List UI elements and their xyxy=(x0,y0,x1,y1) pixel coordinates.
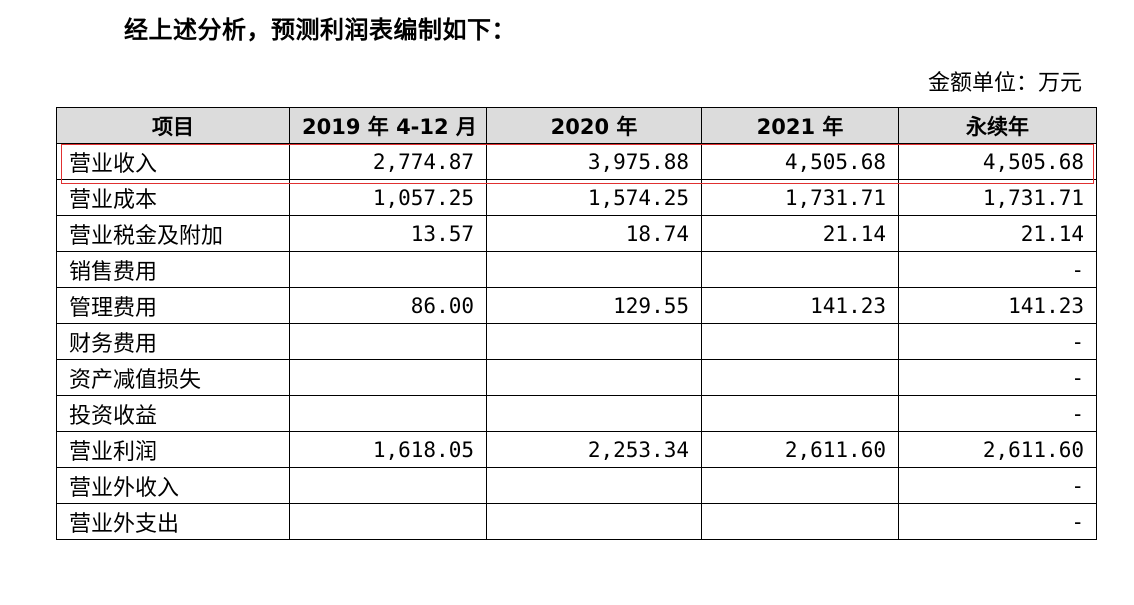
cell-value xyxy=(289,503,487,540)
cell-value xyxy=(486,503,702,540)
table-row: 营业外支出 - xyxy=(56,503,1097,540)
cell-value: 129.55 xyxy=(486,287,702,324)
cell-value: 2,611.60 xyxy=(701,431,899,468)
cell-value xyxy=(486,467,702,504)
cell-value: 2,611.60 xyxy=(898,431,1097,468)
header-2019: 2019 年 4-12 月 xyxy=(289,107,487,144)
table-row: 营业收入 2,774.87 3,975.88 4,505.68 4,505.68 xyxy=(56,143,1097,180)
row-label: 营业税金及附加 xyxy=(56,215,290,252)
income-statement-table: 项目 2019 年 4-12 月 2020 年 2021 年 永续年 营业收入 … xyxy=(56,107,1097,540)
cell-value: - xyxy=(898,503,1097,540)
cell-value: 1,731.71 xyxy=(701,179,899,216)
header-2020: 2020 年 xyxy=(486,107,702,144)
cell-value xyxy=(701,359,899,396)
cell-value xyxy=(486,251,702,288)
row-label: 资产减值损失 xyxy=(56,359,290,396)
cell-value: 1,618.05 xyxy=(289,431,487,468)
cell-value: 2,253.34 xyxy=(486,431,702,468)
header-2021: 2021 年 xyxy=(701,107,899,144)
cell-value: - xyxy=(898,395,1097,432)
cell-value: 21.14 xyxy=(701,215,899,252)
cell-value: - xyxy=(898,251,1097,288)
cell-value: 1,731.71 xyxy=(898,179,1097,216)
cell-value: 141.23 xyxy=(898,287,1097,324)
cell-value xyxy=(701,395,899,432)
table-row: 投资收益 - xyxy=(56,395,1097,432)
cell-value: 18.74 xyxy=(486,215,702,252)
cell-value: 141.23 xyxy=(701,287,899,324)
cell-value: - xyxy=(898,323,1097,360)
cell-value xyxy=(486,323,702,360)
table-row: 营业税金及附加 13.57 18.74 21.14 21.14 xyxy=(56,215,1097,252)
cell-value xyxy=(289,251,487,288)
cell-value xyxy=(289,323,487,360)
unit-label: 金额单位：万元 xyxy=(927,71,1082,96)
cell-value xyxy=(486,395,702,432)
table-row: 管理费用 86.00 129.55 141.23 141.23 xyxy=(56,287,1097,324)
cell-value xyxy=(289,359,487,396)
table-row: 销售费用 - xyxy=(56,251,1097,288)
row-label: 营业利润 xyxy=(56,431,290,468)
table-row: 财务费用 - xyxy=(56,323,1097,360)
cell-value: 2,774.87 xyxy=(289,143,487,180)
row-label: 管理费用 xyxy=(56,287,290,324)
cell-value: 3,975.88 xyxy=(486,143,702,180)
row-label: 营业成本 xyxy=(56,179,290,216)
page-heading: 经上述分析，预测利润表编制如下： xyxy=(124,16,516,44)
row-label: 销售费用 xyxy=(56,251,290,288)
cell-value xyxy=(289,467,487,504)
header-perpetual: 永续年 xyxy=(898,107,1097,144)
cell-value xyxy=(701,503,899,540)
cell-value: 4,505.68 xyxy=(898,143,1097,180)
header-item: 项目 xyxy=(56,107,290,144)
row-label: 财务费用 xyxy=(56,323,290,360)
row-label: 营业外收入 xyxy=(56,467,290,504)
cell-value: 1,057.25 xyxy=(289,179,487,216)
cell-value xyxy=(701,251,899,288)
cell-value: - xyxy=(898,467,1097,504)
table-row: 营业利润 1,618.05 2,253.34 2,611.60 2,611.60 xyxy=(56,431,1097,468)
cell-value xyxy=(486,359,702,396)
row-label: 营业收入 xyxy=(56,143,290,180)
cell-value xyxy=(289,395,487,432)
cell-value: 21.14 xyxy=(898,215,1097,252)
cell-value: 1,574.25 xyxy=(486,179,702,216)
table-row: 营业外收入 - xyxy=(56,467,1097,504)
cell-value: 86.00 xyxy=(289,287,487,324)
cell-value: - xyxy=(898,359,1097,396)
row-label: 投资收益 xyxy=(56,395,290,432)
cell-value xyxy=(701,323,899,360)
table-row: 资产减值损失 - xyxy=(56,359,1097,396)
cell-value: 4,505.68 xyxy=(701,143,899,180)
cell-value: 13.57 xyxy=(289,215,487,252)
cell-value xyxy=(701,467,899,504)
table-header-row: 项目 2019 年 4-12 月 2020 年 2021 年 永续年 xyxy=(56,107,1097,144)
table-row: 营业成本 1,057.25 1,574.25 1,731.71 1,731.71 xyxy=(56,179,1097,216)
row-label: 营业外支出 xyxy=(56,503,290,540)
